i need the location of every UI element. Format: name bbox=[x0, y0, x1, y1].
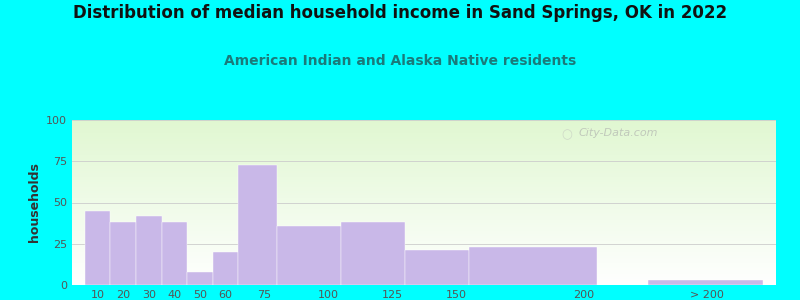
Text: ○: ○ bbox=[562, 128, 572, 141]
Y-axis label: households: households bbox=[27, 163, 41, 242]
Text: American Indian and Alaska Native residents: American Indian and Alaska Native reside… bbox=[224, 54, 576, 68]
Bar bbox=[187, 272, 213, 285]
Bar bbox=[277, 226, 341, 285]
Bar bbox=[136, 216, 162, 285]
Bar bbox=[648, 280, 763, 285]
Bar bbox=[213, 252, 238, 285]
Bar bbox=[85, 211, 110, 285]
Bar bbox=[162, 222, 187, 285]
Bar bbox=[405, 250, 469, 285]
Bar bbox=[110, 222, 136, 285]
Bar bbox=[238, 164, 277, 285]
Bar bbox=[469, 247, 597, 285]
Bar bbox=[341, 222, 405, 285]
Text: Distribution of median household income in Sand Springs, OK in 2022: Distribution of median household income … bbox=[73, 4, 727, 22]
Text: City-Data.com: City-Data.com bbox=[579, 128, 658, 138]
